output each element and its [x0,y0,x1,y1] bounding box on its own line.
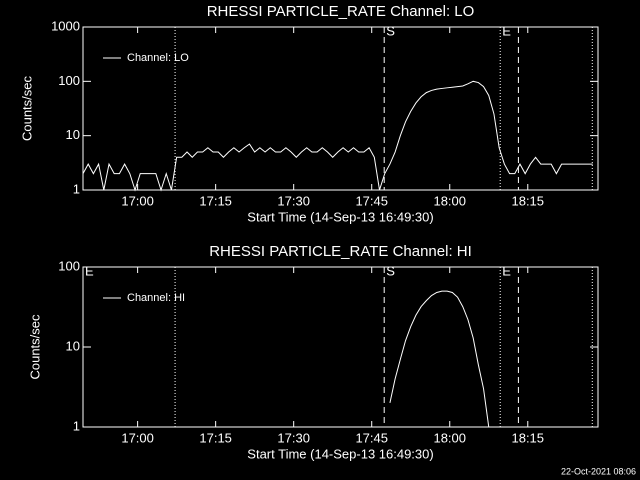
y-tick-label: 1 [73,181,80,196]
y-tick-label: 10 [66,338,80,353]
marker-label: E [502,263,511,278]
x-tick-label: 17:00 [121,430,154,445]
y-axis-label: Counts/sec [27,314,42,380]
x-tick-label: 18:00 [433,430,466,445]
y-axis-label: Counts/sec [19,75,34,141]
x-tick-label: 17:30 [277,430,310,445]
plot-frame [82,26,599,191]
x-tick-label: 17:30 [277,193,310,208]
marker-label: S [386,263,395,278]
y-tick-label: 10 [66,127,80,142]
x-tick-label: 18:15 [511,193,544,208]
legend-label: Channel: HI [127,292,185,304]
y-tick-label: 100 [58,73,80,88]
x-tick-label: 17:15 [199,193,232,208]
x-axis-label: Start Time (14-Sep-13 16:49:30) [247,446,433,461]
marker-label: E [85,263,94,278]
marker-label: S [386,23,395,38]
chart-title: RHESSI PARTICLE_RATE Channel: LO [207,3,475,20]
y-tick-label: 1000 [51,18,80,33]
data-line [82,80,593,192]
x-tick-label: 18:00 [433,193,466,208]
chart-title: RHESSI PARTICLE_RATE Channel: HI [209,243,472,260]
y-tick-label: 100 [58,258,80,273]
legend-label: Channel: LO [127,52,189,64]
x-axis-label: Start Time (14-Sep-13 16:49:30) [247,209,433,224]
x-tick-label: 17:15 [199,430,232,445]
x-tick-label: 18:15 [511,430,544,445]
data-line [389,290,490,428]
x-tick-label: 17:45 [355,430,388,445]
x-tick-label: 17:45 [355,193,388,208]
y-tick-label: 1 [73,418,80,433]
x-tick-label: 17:00 [121,193,154,208]
footer: 22-Oct-2021 08:06 [561,466,636,476]
marker-label: E [502,23,511,38]
